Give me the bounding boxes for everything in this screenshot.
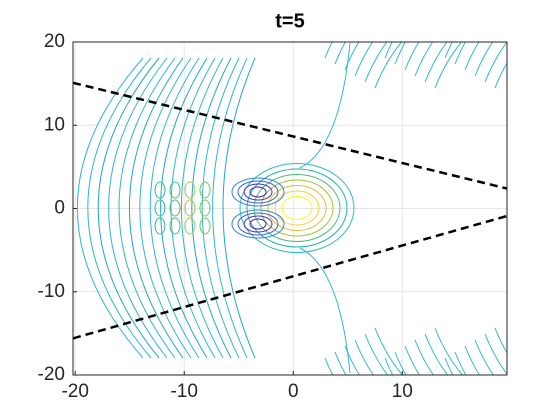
contour-line [181,57,224,359]
contour-line [199,217,211,235]
contour-line [139,57,192,359]
x-tick-label: -20 [61,381,88,402]
contour-line [299,247,351,374]
contour-line [169,217,181,235]
x-tick-label: -10 [170,381,197,402]
contour-line [364,42,388,83]
contour-line [222,57,256,359]
contour-line [424,42,448,83]
contour-line [243,215,273,233]
contour-line [169,199,181,217]
contour-line [364,333,389,375]
y-tick-label: -10 [38,281,65,302]
contour-line [199,199,211,217]
contour-line [354,339,374,375]
contour-line [434,42,463,89]
y-tick-label: 0 [54,198,65,219]
contour-line [374,42,403,89]
x-tick-label: 10 [392,381,413,402]
contour-line [260,179,334,237]
contour-line [464,345,481,375]
contour-line [394,42,406,65]
contour-line [243,183,273,201]
contour-line [76,57,144,359]
contour-line [444,42,453,59]
contour-line [249,186,267,198]
contour-line [394,351,407,375]
dashed-line [73,81,507,190]
contour-line [281,196,313,220]
contour-line [239,163,355,253]
contour-line [267,185,327,231]
contour-line [199,181,211,199]
contour-line [414,42,434,77]
contour-line [231,177,285,207]
contour-line [160,57,208,359]
contour-line [201,57,240,359]
contour-line [253,174,341,242]
contour-line [494,62,507,89]
contour-line [169,181,181,199]
contour-line [299,42,351,169]
contour-line [154,199,166,217]
contour-line [191,57,232,359]
contour-line [484,42,507,83]
contour-line [212,57,248,359]
y-tick-label: -20 [38,364,65,385]
contour-line [184,199,196,217]
contour-line [484,333,507,375]
contour-line [474,339,494,375]
contour-line [494,327,507,354]
contour-line [324,42,333,59]
contour-line [404,345,421,375]
contour-line [334,351,347,375]
contour-line [154,217,166,235]
contour-line [231,209,285,239]
contour-line [384,357,394,375]
contour-line [249,218,267,230]
contour-line [149,57,200,359]
contour-line [384,42,393,59]
contour-line [454,42,466,65]
contour-line [118,57,176,359]
contour-line [274,190,320,226]
contour-line [246,168,348,248]
contour-line [414,339,434,375]
contour-line [170,57,216,359]
contour-line [87,57,152,359]
chart-title: t=5 [275,10,304,32]
contour-line [354,42,374,77]
y-tick-label: 20 [44,31,65,52]
contour-line [237,180,279,204]
contour-line [129,57,184,359]
dashed-line [73,214,507,340]
series [73,81,507,340]
contour-line [444,357,454,375]
contour-line [184,181,196,199]
contour-line [237,212,279,236]
contour-line [184,217,196,235]
contour-line [154,181,166,199]
contour-line [424,333,449,375]
contours [76,42,507,375]
contour-line [334,42,346,65]
contour-line [97,57,160,359]
y-tick-label: 10 [44,114,65,135]
contour-line [324,357,334,375]
x-tick-label: 0 [288,381,299,402]
contour-line [474,42,494,77]
contour-line [454,351,467,375]
